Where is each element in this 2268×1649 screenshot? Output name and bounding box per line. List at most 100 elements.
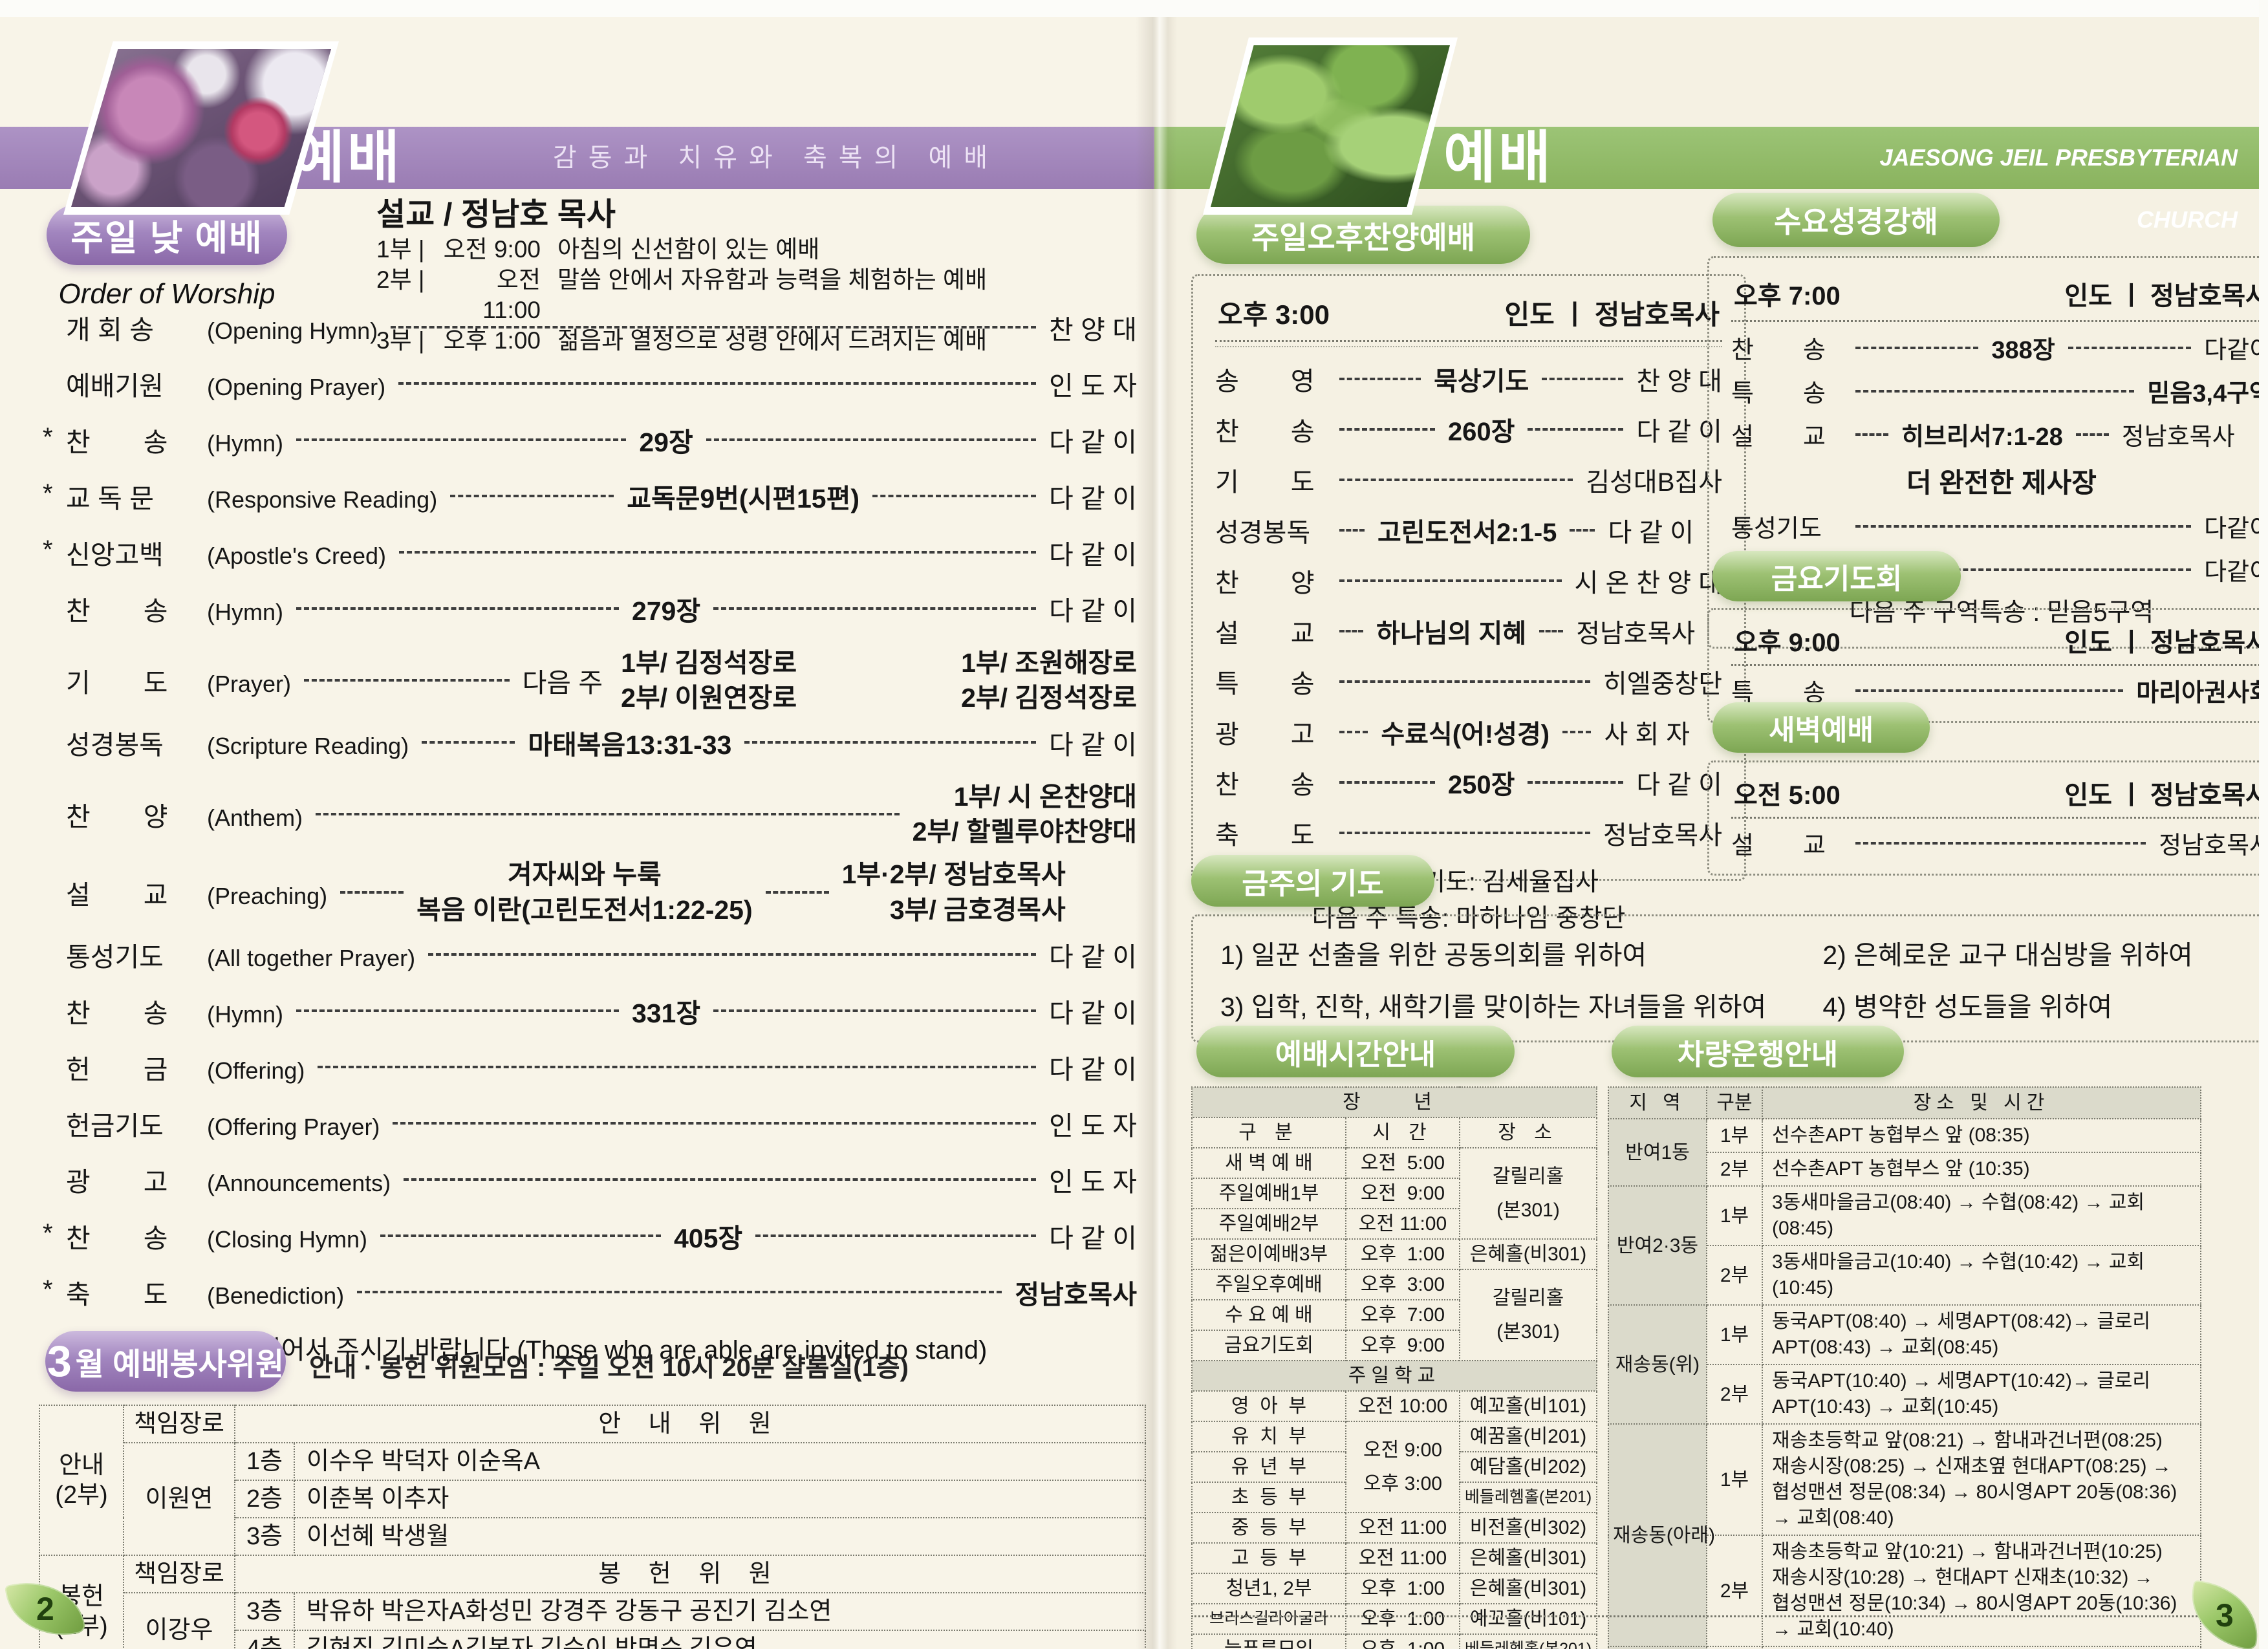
cell-names: 이수우 박덕자 이순옥A: [294, 1442, 1146, 1481]
stand-note: *표는 일어서 주시기 바랍니다.(Those who are able are…: [192, 1335, 988, 1364]
cell-route: 3동새마을금고(08:40) → 수협(08:42) → 교회(08:45): [1762, 1185, 2201, 1246]
cell-time: 오전 10:00: [1345, 1390, 1460, 1422]
service-part: 2부 |: [376, 266, 425, 293]
anthem-part2: 2부/ 할렐루야찬양대: [912, 817, 1137, 847]
cell-part: 1부: [1706, 1423, 1763, 1536]
dotted-leader: [1542, 378, 1624, 380]
order-right: 다 같 이: [1049, 1223, 1138, 1253]
order-label: * 찬 송 (Hymn): [43, 423, 283, 457]
cell-place: 예담홀(비202): [1459, 1451, 1597, 1483]
prayer-this-2: 2부/ 김정석장로: [961, 683, 1137, 713]
box-header: 오후 9:00 인도 ㅣ 정남호목사: [1731, 620, 2268, 664]
cell-part: 2부: [1706, 1535, 1763, 1647]
afternoon-service-box: 오후 3:00 인도 ㅣ 정남호목사 송 영 묵상기도 찬 양 대 찬 송 260장 다…: [1191, 274, 1746, 932]
cell-place: 갈릴리홀 (본301): [1459, 1269, 1597, 1361]
dotted-leader: [318, 1065, 1037, 1068]
cell-name: 중 등 부: [1191, 1512, 1346, 1544]
cell-place: 베들레헴홀(본201): [1459, 1633, 1597, 1649]
order-right: 인 도 자: [1049, 371, 1137, 401]
dotted-leader: [1570, 529, 1595, 532]
committee-badge: 3 월 예배봉사위원: [45, 1331, 286, 1392]
prayer-this-week-stack: 1부/ 조원해장로 2부/ 김정석장로: [961, 645, 1137, 715]
dotted-leader: [1855, 346, 1979, 349]
table-row: 고 등 부 오전 11:00 은혜홀(비301): [1191, 1542, 1597, 1574]
cell-colhead: 시 간: [1345, 1117, 1460, 1148]
order-label: 기 도 (Prayer): [66, 668, 292, 698]
order-center: 29장: [639, 427, 693, 457]
cell-name: 새 벽 예 배: [1191, 1147, 1346, 1179]
table-row: 수 요 예 배 오후 7:00: [1191, 1299, 1597, 1331]
order-row: 광 고 (Announcements) 인 도 자: [43, 1160, 1137, 1199]
dotted-leader: [296, 438, 627, 441]
order-row: 예배기원 (Opening Prayer) 인 도 자: [43, 364, 1137, 403]
cell-part: 1부: [1706, 1185, 1763, 1246]
dotted-leader: [1855, 524, 2192, 528]
dotted-leader: [872, 495, 1037, 497]
dotted-leader: [1855, 568, 2192, 571]
dotted-leader: [744, 741, 1037, 744]
preacher-line: 설교 / 정남호 목사: [376, 197, 616, 232]
order-row: 성경봉독 (Scripture Reading) 마태복음13:31-33 다 같…: [43, 723, 1137, 762]
prayer-item: 3) 입학, 진학, 새학기를 맞이하는 자녀들을 위하여: [1220, 992, 1767, 1022]
dotted-leader: [391, 326, 1037, 329]
box-row: 광 고 수료식(어!성경) 사 회 자: [1215, 720, 1690, 749]
bus-schedule-block: 지 역 구분 장소 및 시간 반여1동 1부 선수촌APT 농협부스 앞 (08:3…: [1608, 1086, 2201, 1649]
order-row: * 찬 송 (Closing Hymn) 405장 다 같 이: [43, 1216, 1137, 1255]
bus-schedule-badge: 차량운행안내: [1612, 1026, 1904, 1077]
worship-times-badge: 예배시간안내: [1196, 1026, 1515, 1077]
box-row: 특 송 믿음3,4구역: [1731, 380, 2268, 407]
box-row: 통성기도 다같이: [1731, 515, 2268, 543]
cell-time: 오전 11:00: [1345, 1208, 1460, 1240]
dotted-leader: [296, 607, 619, 610]
cell-place: 예꼬홀(비101): [1459, 1603, 1597, 1635]
cell-colhead: 구분: [1706, 1086, 1763, 1119]
box-row: 설 교 히브리서7:1-28 정남호목사: [1731, 424, 2235, 451]
order-center: 331장: [631, 998, 701, 1028]
order-center: 279장: [631, 596, 701, 626]
order-label: * 찬 송 (Closing Hymn): [43, 1218, 368, 1253]
dotted-leader: [398, 551, 1037, 554]
table-row: 3층 이선혜 박생월: [39, 1517, 1146, 1556]
order-label: * 축 도 (Benediction): [43, 1275, 345, 1310]
cell-part: 2부: [1706, 1152, 1763, 1187]
order-row: 개 회 송 (Opening Hymn) 찬 양 대: [43, 308, 1137, 347]
next-week-special: 다음 주 특송: 마하나임 중창단: [1312, 905, 1626, 932]
order-row: 헌 금 (Offering) 다 같 이: [43, 1048, 1137, 1086]
committee-table: 안내 (2부) 책임장로 안 내 위 원 이원연 1층 이수우 박덕자 이순옥A…: [39, 1405, 1146, 1649]
prayer-next-2: 2부/ 이원연장로: [621, 683, 797, 713]
cell-time: 오후 9:00: [1345, 1330, 1460, 1361]
cell-floor: 1층: [234, 1442, 295, 1481]
dotted-leader: [1855, 841, 2146, 845]
cell-name: 고 등 부: [1191, 1542, 1346, 1574]
dotted-leader: [1339, 781, 1435, 784]
weekly-prayer-badge: 금주의 기도: [1191, 855, 1434, 907]
table-row: 새 벽 예 배 오전 5:00 갈릴리홀 (본301): [1191, 1147, 1597, 1240]
cell-name: 청년1, 2부: [1191, 1573, 1346, 1604]
order-right: 다 같 이: [1049, 998, 1138, 1028]
cell-time: 오전 5:00: [1345, 1147, 1460, 1179]
order-row-prayer: 기 도 (Prayer) 다음 주 1부/ 김정석장로 2부/ 이원연장로 1부/…: [43, 645, 1137, 715]
dotted-leader: [304, 679, 510, 682]
service-time-row: 3부 | 오후 1:00 젊음과 열정으로 성령 안에서 드려지는 예배: [376, 325, 1139, 356]
next-week-label: 다음 주: [522, 668, 603, 698]
cell-section-header: 안 내 위 원: [234, 1405, 1146, 1443]
cell-area: 재송동(위): [1608, 1304, 1707, 1425]
order-right: 인 도 자: [1049, 1110, 1137, 1141]
order-right: 다 같 이: [1049, 942, 1137, 972]
table-row: 2부 3동새마을금고(10:40) → 수협(10:42) → 교회(10:45): [1608, 1245, 2201, 1306]
preacher-2: 3부/ 금호경목사: [889, 894, 1066, 925]
cell-name: 늘푸른모임: [1191, 1633, 1346, 1649]
service-time: 오후 7:00: [1734, 282, 1841, 310]
box-row: 특 송 히엘중창단: [1215, 670, 1722, 698]
page-bottom-rule: [1191, 1615, 2248, 1617]
dotted-leader: [398, 382, 1037, 385]
table-row: 재송동(위) 1부 동국APT(08:40) → 세명APT(08:42)→ 글로리…: [1608, 1304, 2201, 1425]
cell-name: 젊은이예배3부: [1191, 1238, 1346, 1270]
service-desc: 말씀 안에서 자유함과 능력을 체험하는 예배: [557, 266, 988, 293]
order-center: 405장: [673, 1223, 743, 1253]
order-label: 찬 송 (Hymn): [66, 596, 283, 626]
committee-meeting-note: 안내 · 봉헌 위원모임 : 주일 오전 10시 20분 샬롬실(1층): [309, 1353, 909, 1382]
cell-part: 2부: [1706, 1364, 1763, 1425]
cell-name: 수 요 예 배: [1191, 1299, 1346, 1331]
order-label: 개 회 송 (Opening Hymn): [66, 315, 378, 345]
